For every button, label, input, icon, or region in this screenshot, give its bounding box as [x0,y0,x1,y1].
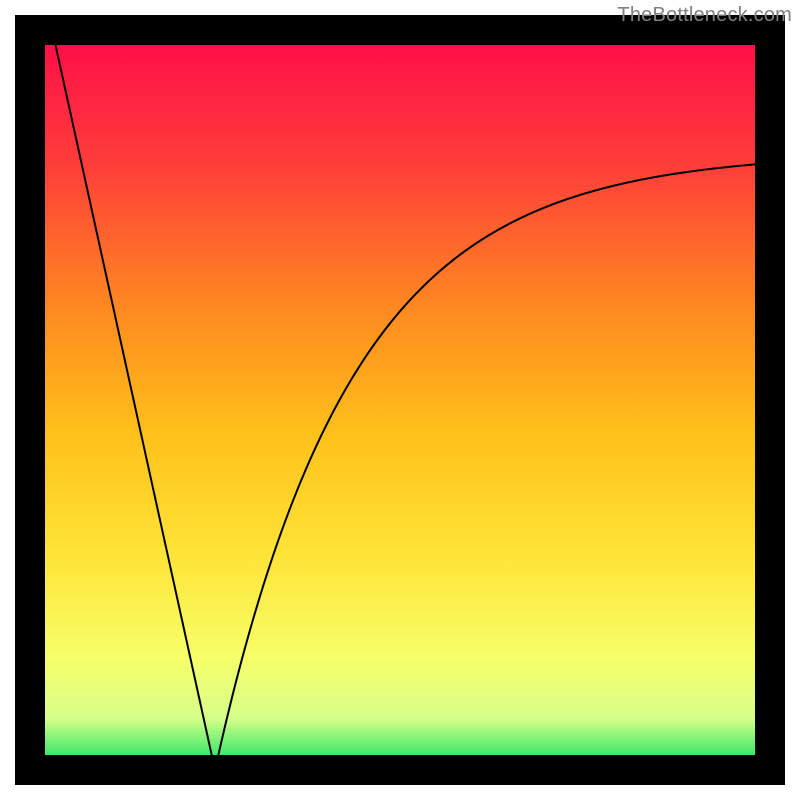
chart-background [30,30,770,770]
chart-container: TheBottleneck.com [0,0,800,800]
bottleneck-chart-svg [0,0,800,800]
